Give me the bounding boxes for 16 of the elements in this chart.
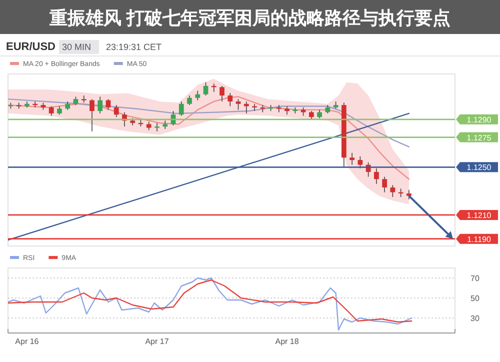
ref-line-label: 1.1210 bbox=[466, 210, 492, 220]
text: 30 MIN bbox=[62, 42, 92, 52]
y-tick-label: 70 bbox=[470, 274, 480, 283]
ref-line-label: 1.1190 bbox=[467, 234, 492, 244]
chart-subtitle: EUR/USD bbox=[6, 41, 56, 53]
x-tick-label: Apr 16 bbox=[15, 337, 40, 346]
y-tick-label: 30 bbox=[470, 314, 480, 323]
ref-line-label: 1.1250 bbox=[466, 163, 492, 172]
title: 重振雄风 打破七年冠军困局的战略路径与执行要点 bbox=[0, 0, 500, 34]
y-tick-label: 50 bbox=[470, 294, 480, 303]
x-tick-label: Apr 17 bbox=[145, 337, 170, 346]
chart-title: 重振雄风 打破七年冠军困局的战略路径与执行要点 bbox=[48, 8, 451, 28]
x-tick-label: Apr 18 bbox=[275, 337, 300, 346]
ref-line-label: 1.1290 bbox=[466, 115, 492, 124]
ref-line-label: 1.1275 bbox=[466, 133, 492, 142]
text: 23:19:31 CET bbox=[106, 42, 162, 52]
